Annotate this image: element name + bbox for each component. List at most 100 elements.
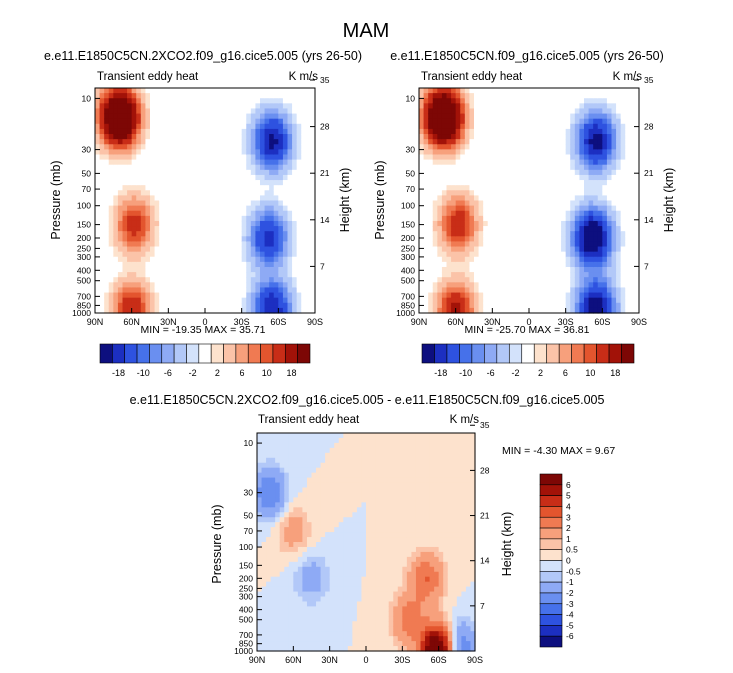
field-cell: [432, 190, 438, 196]
field-cell: [519, 174, 526, 181]
field-cell: [301, 108, 307, 115]
field-cell: [464, 226, 471, 232]
field-cell: [140, 118, 147, 125]
field-cell: [597, 108, 603, 115]
field-cell: [629, 88, 636, 94]
field-cell: [209, 98, 215, 104]
field-cell: [227, 215, 234, 222]
field-cell: [419, 220, 425, 227]
field-cell: [297, 626, 304, 632]
field-cell: [584, 297, 590, 304]
field-cell: [270, 442, 276, 449]
field-cell: [227, 180, 234, 186]
field-cell: [278, 103, 284, 110]
field-cell: [496, 220, 503, 227]
field-cell: [218, 236, 224, 243]
field-cell: [311, 537, 317, 543]
field-cell: [237, 103, 243, 110]
field-cell: [306, 581, 313, 588]
field-cell: [301, 113, 307, 120]
field-cell: [297, 457, 304, 464]
field-cell: [99, 266, 105, 273]
field-cell: [574, 241, 581, 248]
field-cell: [273, 164, 279, 171]
field-cell: [305, 287, 312, 294]
field-cell: [284, 492, 290, 498]
field-cell: [469, 251, 475, 258]
field-cell: [260, 195, 266, 202]
field-cell: [209, 261, 215, 268]
field-cell: [441, 220, 448, 227]
field-cell: [209, 226, 215, 232]
field-cell: [460, 231, 466, 237]
field-cell: [223, 180, 229, 186]
field-cell: [275, 502, 281, 508]
field-cell: [437, 287, 443, 294]
field-cell: [441, 108, 448, 115]
field-cell: [469, 118, 475, 125]
field-cell: [305, 98, 312, 104]
field-cell: [266, 641, 272, 647]
field-cell: [306, 586, 313, 593]
field-cell: [282, 128, 289, 135]
field-cell: [533, 261, 539, 268]
field-cell: [296, 103, 302, 110]
field-cell: [419, 190, 425, 196]
field-cell: [159, 123, 165, 130]
field-cell: [437, 169, 443, 176]
field-cell: [275, 601, 281, 607]
field-cell: [140, 154, 147, 161]
field-cell: [195, 139, 202, 145]
field-cell: [127, 302, 133, 309]
field-cell: [223, 251, 229, 258]
field-cell: [629, 134, 636, 140]
field-cell: [195, 256, 202, 263]
field-cell: [246, 292, 252, 299]
field-cell: [278, 200, 284, 207]
field-cell: [150, 210, 156, 217]
field-cell: [278, 297, 284, 304]
colorbar-swatch: [284, 343, 298, 364]
field-cell: [275, 442, 281, 449]
field-cell: [186, 134, 192, 140]
field-cell: [269, 123, 275, 130]
field-cell: [432, 297, 438, 304]
x-tick-label: 60N: [123, 317, 140, 327]
field-cell: [570, 307, 576, 314]
field-cell: [136, 246, 142, 253]
field-cell: [241, 256, 247, 263]
field-cell: [172, 277, 179, 283]
field-cell: [182, 164, 188, 171]
field-cell: [301, 261, 307, 268]
colorbar-swatch: [546, 343, 560, 364]
field-cell: [474, 154, 480, 161]
field-cell: [292, 205, 298, 212]
field-cell: [606, 297, 613, 304]
field-cell: [159, 164, 165, 171]
field-cell: [99, 272, 105, 278]
field-cell: [257, 502, 263, 508]
y-tick-label: 200: [77, 233, 91, 243]
field-cell: [260, 282, 266, 289]
field-cell: [99, 226, 105, 232]
field-cell: [269, 307, 275, 314]
field-cell: [232, 246, 238, 253]
field-cell: [246, 266, 252, 273]
field-cell: [145, 282, 151, 289]
field-cell: [469, 123, 475, 130]
field-cell: [302, 601, 308, 607]
field-cell: [195, 236, 202, 243]
field-cell: [464, 185, 471, 191]
field-cell: [469, 108, 475, 115]
field-cell: [574, 88, 581, 94]
field-cell: [95, 226, 101, 232]
field-cell: [257, 447, 263, 454]
field-cell: [127, 292, 133, 299]
field-cell: [606, 292, 613, 299]
field-cell: [209, 292, 215, 299]
colorbar-swatch: [496, 343, 510, 364]
y-tick-label: 1000: [396, 308, 415, 318]
field-cell: [246, 190, 252, 196]
field-cell: [218, 220, 224, 227]
field-cell: [154, 169, 160, 176]
